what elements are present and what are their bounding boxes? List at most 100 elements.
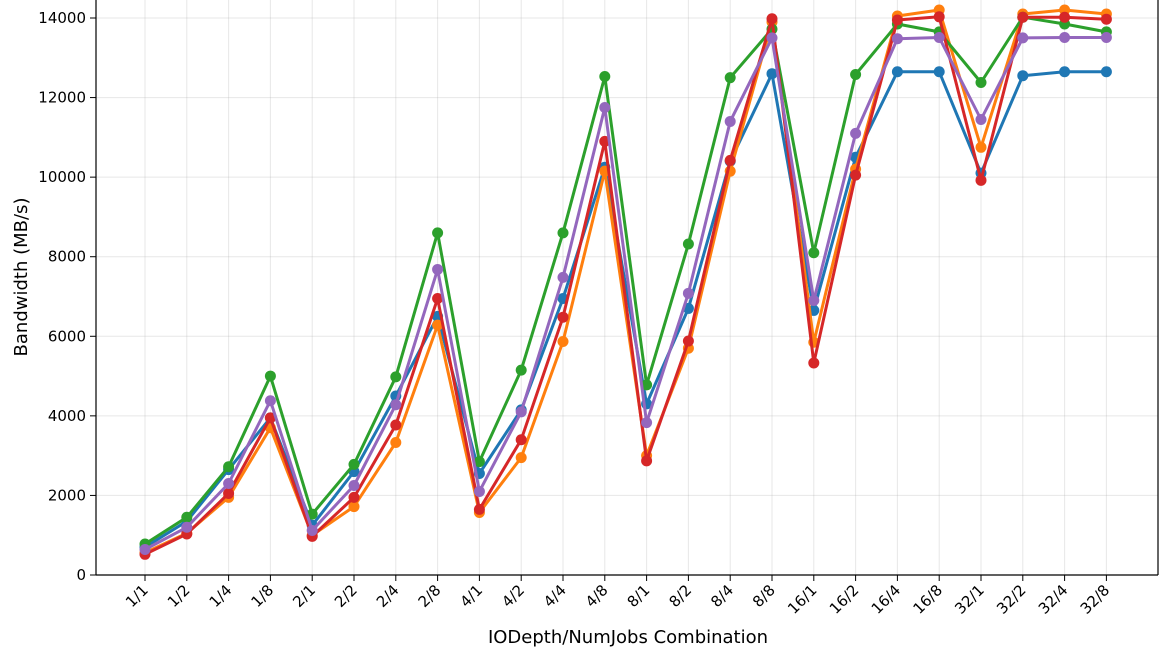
data-point-s3-21 [1017,11,1029,23]
data-point-s1-7 [432,319,444,331]
data-point-s4-21 [1017,32,1029,44]
x-tick-label: 32/4 [1035,581,1072,618]
data-point-s3-19 [933,11,945,23]
x-tick-label: 8/2 [665,581,695,611]
data-point-s3-12 [641,455,653,467]
data-point-s3-18 [891,14,903,26]
series-line-3 [143,15,1108,556]
data-point-s3-20 [975,174,987,186]
data-point-s0-19 [933,66,945,78]
data-point-s3-16 [808,357,820,369]
x-tick-label: 1/4 [206,581,236,611]
data-point-s0-18 [891,66,903,78]
x-tick-label: 32/2 [993,581,1030,618]
data-point-s2-3 [264,370,276,382]
x-tick-label: 1/8 [247,581,277,611]
data-point-s3-9 [515,434,527,446]
data-point-s2-10 [557,227,569,239]
y-tick-label: 14000 [38,9,86,27]
x-tick-label: 16/1 [784,581,821,618]
data-point-s2-16 [808,247,820,259]
data-point-s3-2 [223,487,235,499]
x-tick-label: 32/1 [951,581,988,618]
data-point-s0-23 [1100,66,1112,78]
data-point-s3-15 [766,13,778,25]
data-point-s4-14 [724,115,736,127]
data-point-s4-16 [808,294,820,306]
data-point-s2-11 [599,70,611,82]
data-point-s2-14 [724,72,736,84]
data-point-s2-9 [515,364,527,376]
data-point-s2-1 [181,511,193,523]
data-point-s4-13 [682,287,694,299]
data-point-s0-21 [1017,70,1029,82]
x-tick-label: 1/2 [164,581,194,611]
data-point-s1-5 [348,501,360,513]
y-tick-label: 8000 [48,248,86,266]
x-tick-label: 16/8 [909,581,946,618]
x-tick-label: 1/1 [122,581,152,611]
x-tick-label: 2/4 [373,581,403,611]
x-tick-label: 4/4 [540,581,570,611]
data-point-s4-19 [933,31,945,43]
data-point-s4-5 [348,479,360,491]
data-point-s2-2 [223,461,235,473]
data-point-s1-20 [975,141,987,153]
y-axis-ticks: 0 2000 4000 6000 8000 10000 12000 14000 [38,9,96,584]
data-point-s4-0 [139,544,151,556]
data-point-s4-2 [223,477,235,489]
data-point-s3-6 [390,419,402,431]
data-point-s4-23 [1100,31,1112,43]
x-tick-label: 16/2 [826,581,863,618]
data-point-s3-13 [682,335,694,347]
x-axis-ticks: 1/1 1/2 1/4 1/8 2/1 2/2 2/4 2/8 4/1 4/2 4/4 4/8 8/1 8… [122,575,1113,618]
data-point-s3-7 [432,292,444,304]
x-tick-label: 8/1 [624,581,654,611]
data-point-s4-12 [641,417,653,429]
data-point-s4-17 [850,127,862,139]
data-point-s3-8 [473,503,485,515]
data-point-s2-8 [473,456,485,468]
data-point-s3-5 [348,491,360,503]
data-point-s4-3 [264,395,276,407]
x-tick-label: 4/2 [498,581,528,611]
data-point-s4-10 [557,271,569,283]
data-point-s4-9 [515,406,527,418]
y-tick-label: 2000 [48,486,86,504]
x-tick-label: 8/8 [749,581,779,611]
x-tick-label: 16/4 [868,581,905,618]
data-point-s4-11 [599,102,611,114]
x-tick-label: 32/8 [1077,581,1114,618]
data-point-s4-8 [473,485,485,497]
data-point-s3-14 [724,154,736,166]
data-point-s3-10 [557,311,569,323]
data-point-s4-6 [390,399,402,411]
y-tick-label: 6000 [48,327,86,345]
x-axis-label: IODepth/NumJobs Combination [488,627,768,648]
y-tick-label: 0 [76,566,86,584]
x-tick-label: 8/4 [707,581,737,611]
data-point-s4-1 [181,521,193,533]
data-point-s2-12 [641,379,653,391]
data-point-s3-17 [850,169,862,181]
data-point-s1-6 [390,437,402,449]
data-point-s4-18 [891,33,903,45]
y-tick-label: 4000 [48,407,86,425]
grid-lines [96,0,1158,576]
data-point-s3-3 [264,412,276,424]
data-point-s4-20 [975,113,987,125]
x-tick-label: 2/1 [289,581,319,611]
data-point-s4-4 [306,524,318,536]
data-point-s3-23 [1100,13,1112,25]
x-tick-label: 4/8 [582,581,612,611]
y-tick-label: 10000 [38,168,86,186]
y-axis-label: Bandwidth (MB/s) [11,198,32,357]
data-point-s4-7 [432,263,444,275]
data-point-s4-15 [766,32,778,44]
data-point-s2-7 [432,227,444,239]
x-tick-label: 2/2 [331,581,361,611]
x-tick-label: 4/1 [456,581,486,611]
data-point-s2-5 [348,458,360,470]
data-point-s1-9 [515,452,527,464]
